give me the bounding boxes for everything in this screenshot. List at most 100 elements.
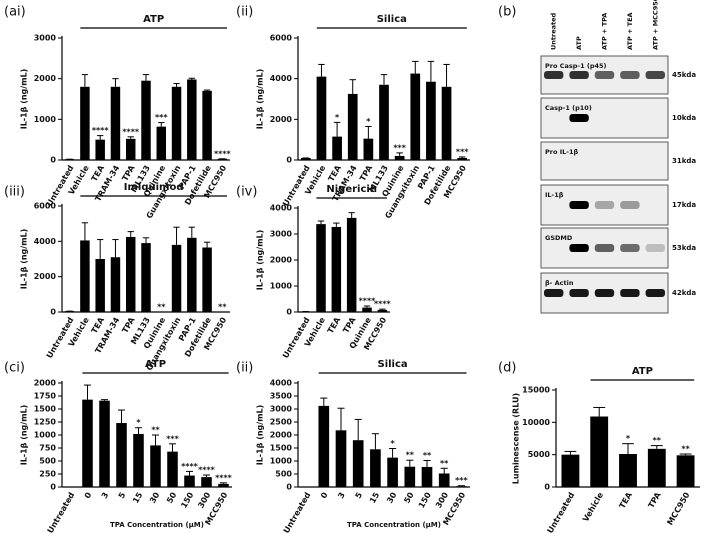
y-tick-label: 0: [286, 483, 292, 492]
y-tick-label: 2000: [270, 256, 293, 265]
x-tick-label: Untreated: [282, 491, 313, 534]
bar: [80, 86, 90, 160]
bar: [370, 449, 381, 487]
significance-label: ****: [122, 127, 140, 136]
y-tick-label: 0: [286, 156, 292, 165]
lane-label: ATP: [575, 36, 583, 50]
significance-label: *: [136, 418, 141, 427]
y-tick-label: 3000: [34, 34, 57, 43]
error-bar: [151, 434, 160, 446]
bar: [217, 158, 228, 160]
error-bar: [363, 305, 371, 308]
blot-band: [544, 289, 564, 297]
bar: [647, 448, 666, 487]
y-tick-label: 5000: [528, 450, 551, 459]
lane-label: Untreated: [550, 12, 558, 50]
bar: [202, 90, 212, 160]
y-tick-label: 4000: [270, 74, 293, 83]
bar: [332, 136, 342, 160]
error-bar: [371, 433, 379, 450]
significance-label: **: [653, 436, 662, 445]
error-bar: [97, 135, 104, 140]
x-tick-label: 150: [179, 490, 195, 509]
significance-label: **: [218, 303, 227, 312]
bar: [335, 430, 347, 487]
panel-label: (ai): [4, 5, 26, 20]
bar: [316, 76, 327, 160]
significance-label: *: [391, 439, 396, 448]
bar: [421, 466, 433, 487]
y-tick-label: 15000: [522, 386, 550, 395]
y-tick-label: 2000: [270, 431, 293, 440]
bar: [331, 226, 342, 312]
row-size: 42kda: [672, 289, 696, 297]
y-tick-label: 3000: [270, 405, 293, 414]
x-tick-label: TEA: [326, 315, 343, 335]
bar: [116, 423, 127, 487]
error-bar: [81, 74, 89, 87]
y-tick-label: 1750: [34, 392, 57, 401]
y-tick-label: 750: [39, 444, 56, 453]
bar: [426, 81, 436, 160]
bar: [410, 73, 421, 160]
bar: [156, 126, 167, 160]
error-bar: [406, 459, 414, 467]
significance-label: **: [423, 451, 432, 460]
bar: [441, 86, 452, 160]
x-tick-label: 15: [131, 490, 145, 505]
bar: [187, 237, 197, 312]
x-tick-label: 0: [319, 490, 330, 500]
significance-label: ****: [92, 126, 110, 135]
bar: [184, 475, 195, 487]
blot-band: [645, 71, 665, 79]
x-tick-label: 5: [117, 490, 128, 500]
bar: [456, 486, 467, 487]
bar: [394, 155, 405, 160]
y-tick-label: 1500: [34, 405, 57, 414]
bar: [318, 405, 330, 487]
blot-band: [645, 244, 665, 252]
chart-title: Imiquimod: [124, 182, 184, 193]
error-bar: [188, 226, 195, 238]
row-label: Pro Casp-1 (p45): [545, 62, 607, 70]
significance-label: ****: [198, 466, 216, 475]
row-size: 17kda: [672, 201, 696, 209]
bar: [363, 138, 374, 160]
panel-label: (ci): [4, 361, 25, 376]
error-bar: [202, 474, 211, 478]
y-tick-label: 0: [50, 308, 56, 317]
significance-label: *: [626, 434, 631, 443]
y-tick-label: 6000: [34, 202, 57, 211]
bar: [187, 79, 197, 160]
x-tick-label: Untreated: [546, 491, 577, 534]
y-axis-label: IL-1β (ng/mL): [256, 230, 265, 291]
blot-band: [569, 244, 589, 252]
error-bar: [320, 397, 328, 406]
error-bar: [593, 406, 606, 417]
bar: [352, 440, 364, 487]
y-tick-label: 4000: [270, 204, 293, 213]
y-tick-label: 4000: [34, 237, 57, 246]
x-tick-label: 50: [402, 490, 416, 505]
x-tick-label: 0: [83, 490, 94, 500]
bar: [346, 217, 357, 312]
error-bar: [412, 60, 419, 74]
bar: [125, 138, 136, 160]
chart-title: ATP: [632, 366, 653, 377]
blot-band: [569, 289, 589, 297]
significance-label: **: [440, 459, 449, 468]
error-bar: [333, 222, 340, 227]
y-tick-label: 1000: [270, 457, 293, 466]
chart-title: Silica: [377, 14, 407, 25]
error-bar: [348, 212, 355, 218]
blot-band: [620, 289, 640, 297]
blot-band: [620, 201, 640, 209]
x-tick-label: TEA: [618, 490, 635, 510]
x-tick-label: TPA: [647, 490, 664, 510]
y-tick-label: 2000: [34, 74, 57, 83]
bar: [150, 445, 161, 487]
y-tick-label: 2000: [270, 115, 293, 124]
error-bar: [427, 60, 435, 82]
blot-band: [569, 71, 589, 79]
